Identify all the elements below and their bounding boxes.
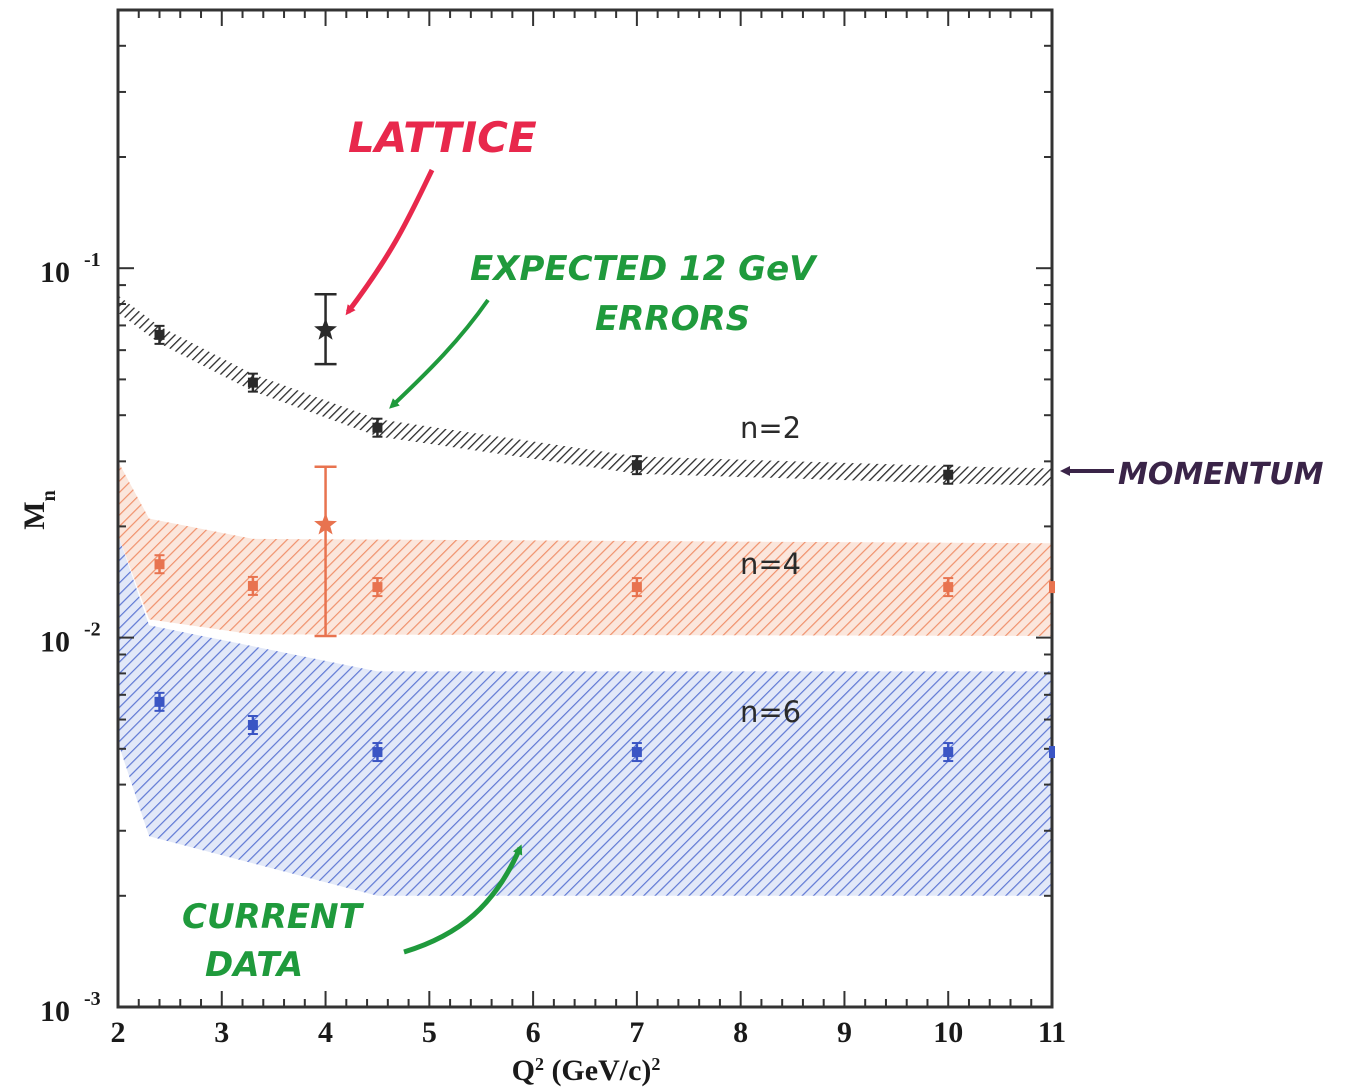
- arrow-lattice: [345, 168, 435, 316]
- x-tick-label: 9: [837, 1016, 852, 1049]
- point-n=6: [631, 742, 642, 763]
- point-marker: [372, 582, 383, 593]
- annotation-current-line1: CURRENT: [182, 897, 365, 937]
- point-n=4: [631, 577, 642, 598]
- x-tick-label: 7: [629, 1016, 644, 1049]
- y-tick-label: 10: [40, 995, 70, 1028]
- point-marker: [154, 696, 165, 707]
- x-tick-labels: 2 3 4 5 6 7 8 9 10 11: [111, 1016, 1067, 1049]
- x-tick-label: 11: [1038, 1016, 1066, 1049]
- point-marker: [943, 747, 954, 758]
- y-axis-title: Mn: [18, 490, 60, 529]
- point-n=2: [247, 372, 258, 393]
- bands: [118, 295, 1052, 896]
- point-marker: [631, 460, 642, 471]
- point-marker: [943, 469, 954, 480]
- series-label-n2: n=2: [740, 411, 801, 445]
- point-marker: [247, 580, 258, 591]
- point-n=6: [943, 742, 954, 763]
- arrow-current: [403, 844, 523, 955]
- point-marker: [372, 422, 383, 433]
- lattice-star: [314, 318, 337, 340]
- x-axis-title: Q2 (GeV/c)2: [512, 1054, 661, 1087]
- x-tick-label: 5: [422, 1016, 437, 1049]
- edge-marker: [1049, 581, 1055, 594]
- point-n=6: [247, 714, 258, 735]
- data-points: [154, 293, 1055, 763]
- y-tick-label: 10: [40, 626, 70, 659]
- y-tick-labels: 10 -1 10 -2 10 -3: [40, 249, 101, 1028]
- band-n4: [118, 461, 1052, 636]
- x-tick-label: 4: [318, 1016, 333, 1049]
- point-marker: [154, 329, 165, 340]
- band-n2: [118, 295, 1052, 486]
- lattice-point: [314, 293, 337, 366]
- point-n=6: [372, 742, 383, 763]
- point-marker: [247, 377, 258, 388]
- y-tick-exponent: -1: [84, 249, 101, 271]
- edge-marker: [1049, 746, 1055, 759]
- point-n=2: [372, 417, 383, 438]
- x-tick-label: 8: [733, 1016, 748, 1049]
- point-marker: [943, 582, 954, 593]
- lattice-point: [314, 465, 337, 638]
- arrow-expected: [389, 298, 490, 409]
- band-n6: [118, 534, 1052, 896]
- x-tick-label: 10: [933, 1016, 963, 1049]
- annotation-expected-line2: ERRORS: [595, 299, 750, 339]
- point-n=6: [154, 691, 165, 712]
- point-marker: [154, 559, 165, 570]
- point-n=2: [943, 464, 954, 485]
- point-n=4: [154, 554, 165, 575]
- annotation-momentum: MOMENTUM: [1118, 457, 1324, 492]
- point-n=4: [943, 577, 954, 598]
- plot-frame: [116, 8, 1054, 1009]
- x-tick-label: 6: [526, 1016, 541, 1049]
- y-tick-exponent: -3: [84, 988, 101, 1010]
- series-label-n4: n=4: [740, 547, 801, 581]
- annotation-expected-line1: EXPECTED 12 GeV: [470, 249, 818, 289]
- point-n=4: [247, 575, 258, 596]
- point-marker: [247, 719, 258, 730]
- annotation-current-line2: DATA: [205, 945, 303, 985]
- lattice-star: [314, 512, 337, 535]
- annotation-lattice: LATTICE: [348, 113, 537, 162]
- point-marker: [631, 582, 642, 593]
- x-tick-label: 2: [111, 1016, 126, 1049]
- series-label-n6: n=6: [740, 695, 801, 729]
- point-marker: [631, 747, 642, 758]
- axis-ticks: [117, 9, 1053, 1008]
- point-n=4: [372, 577, 383, 598]
- point-n=2: [154, 324, 165, 345]
- plot-border: [116, 8, 1054, 1009]
- y-tick-exponent: -2: [84, 619, 101, 641]
- point-marker: [372, 747, 383, 758]
- point-n=2: [631, 455, 642, 476]
- x-tick-label: 3: [214, 1016, 229, 1049]
- y-tick-label: 10: [40, 256, 70, 289]
